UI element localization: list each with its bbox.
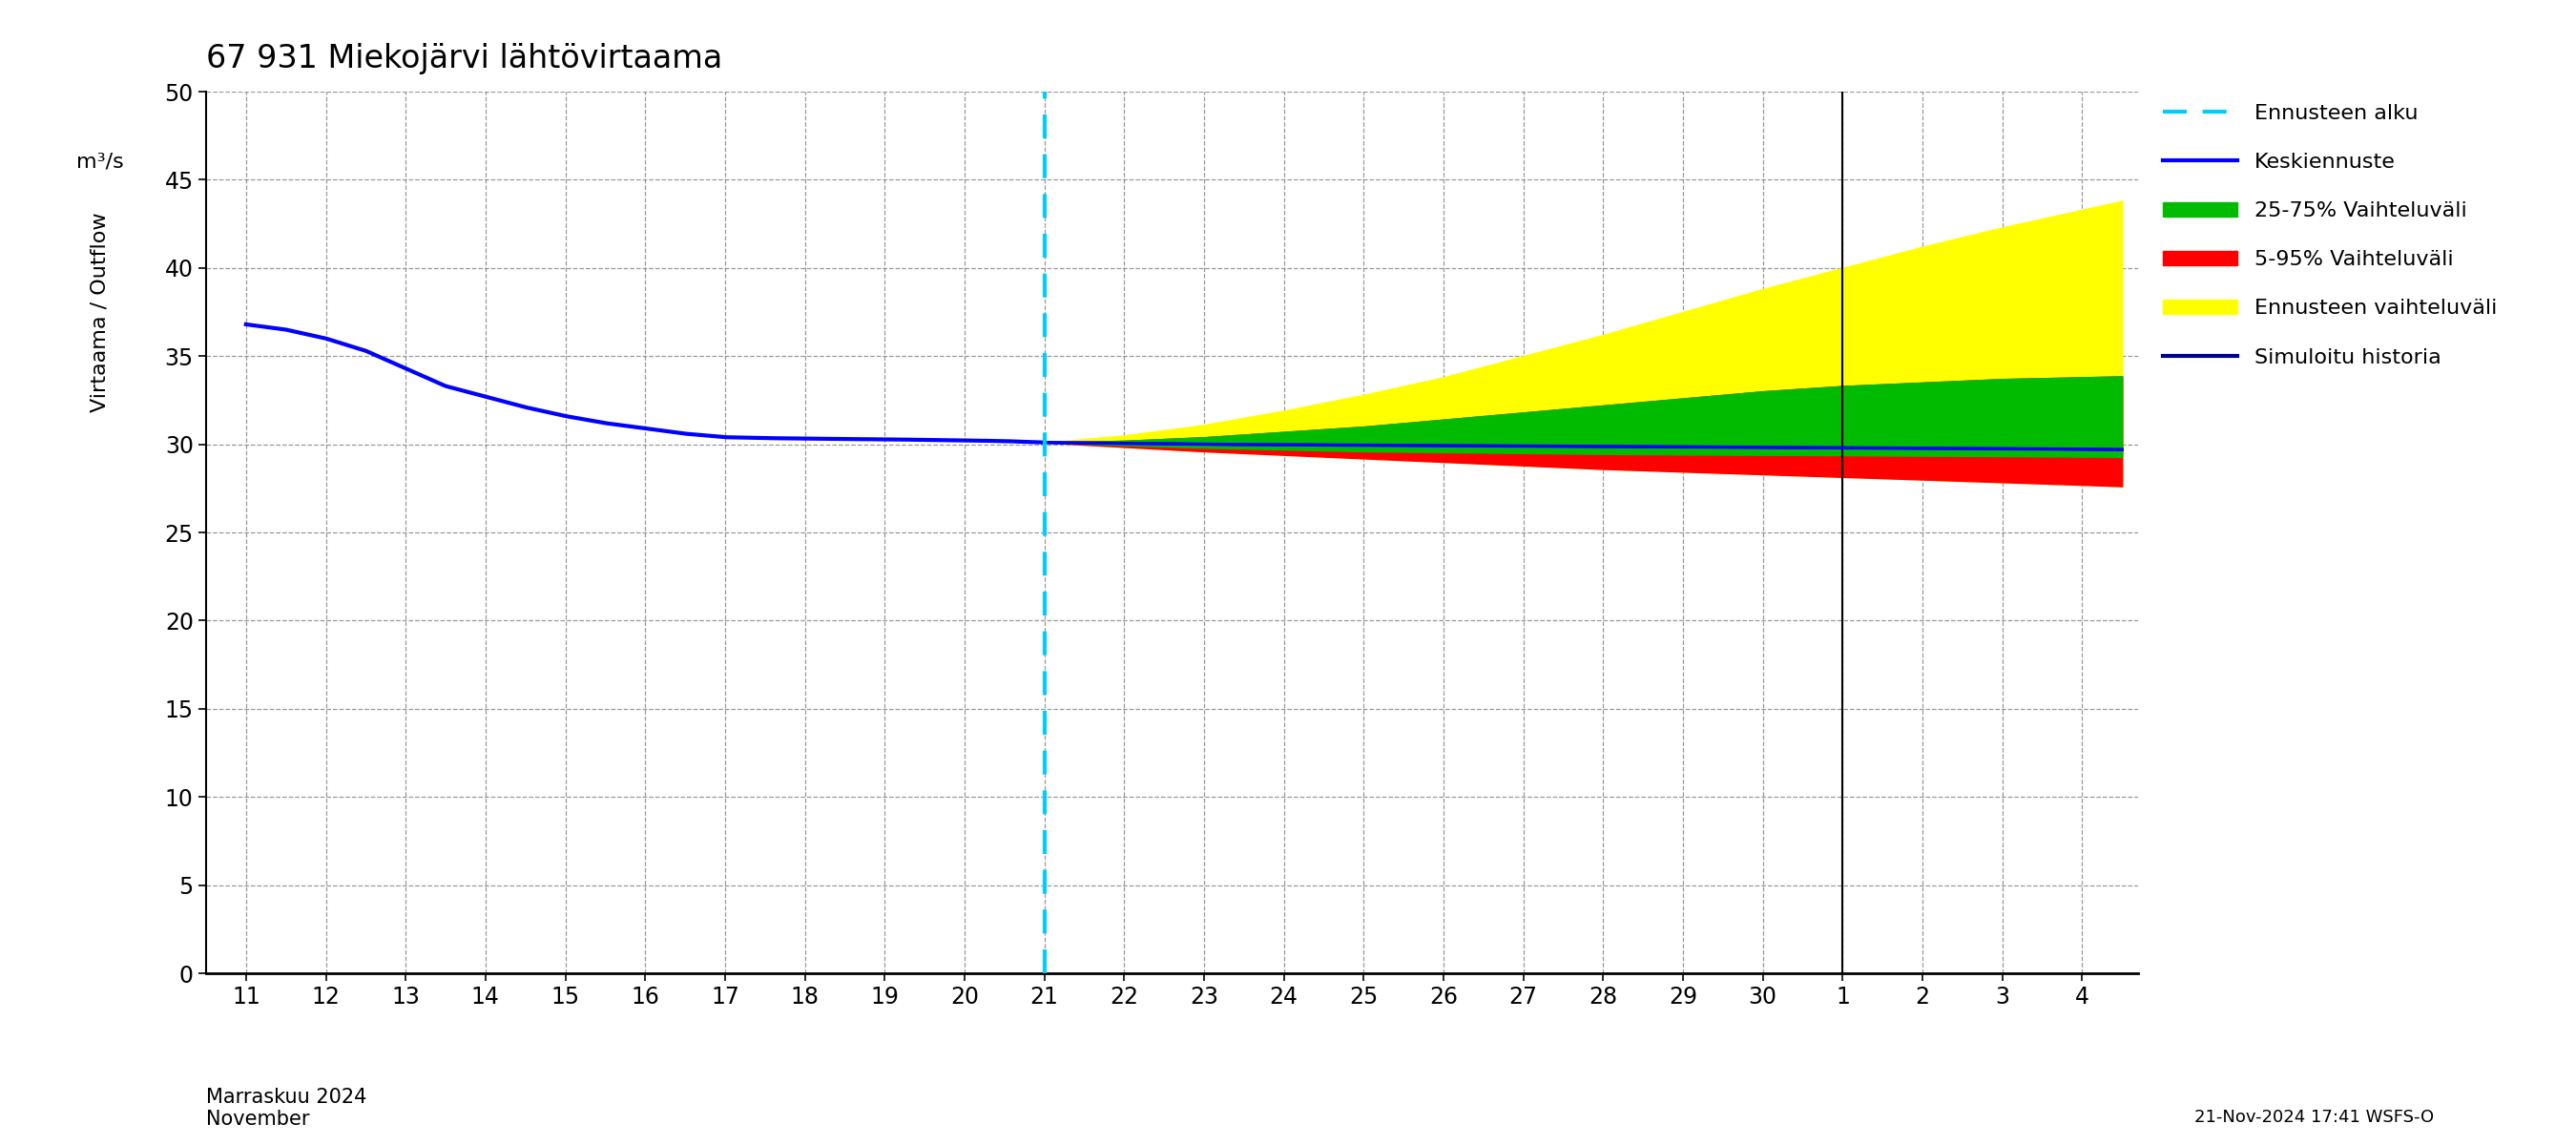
Text: Virtaama / Outflow: Virtaama / Outflow [90,212,108,412]
Text: 21-Nov-2024 17:41 WSFS-O: 21-Nov-2024 17:41 WSFS-O [2195,1108,2434,1126]
Text: 67 931 Miekojärvi lähtövirtaama: 67 931 Miekojärvi lähtövirtaama [206,42,721,74]
Text: Marraskuu 2024
November: Marraskuu 2024 November [206,1088,366,1129]
Legend: Ennusteen alku, Keskiennuste, 25-75% Vaihteluväli, 5-95% Vaihteluväli, Ennusteen: Ennusteen alku, Keskiennuste, 25-75% Vai… [2154,94,2506,378]
Text: m³/s: m³/s [77,152,124,172]
